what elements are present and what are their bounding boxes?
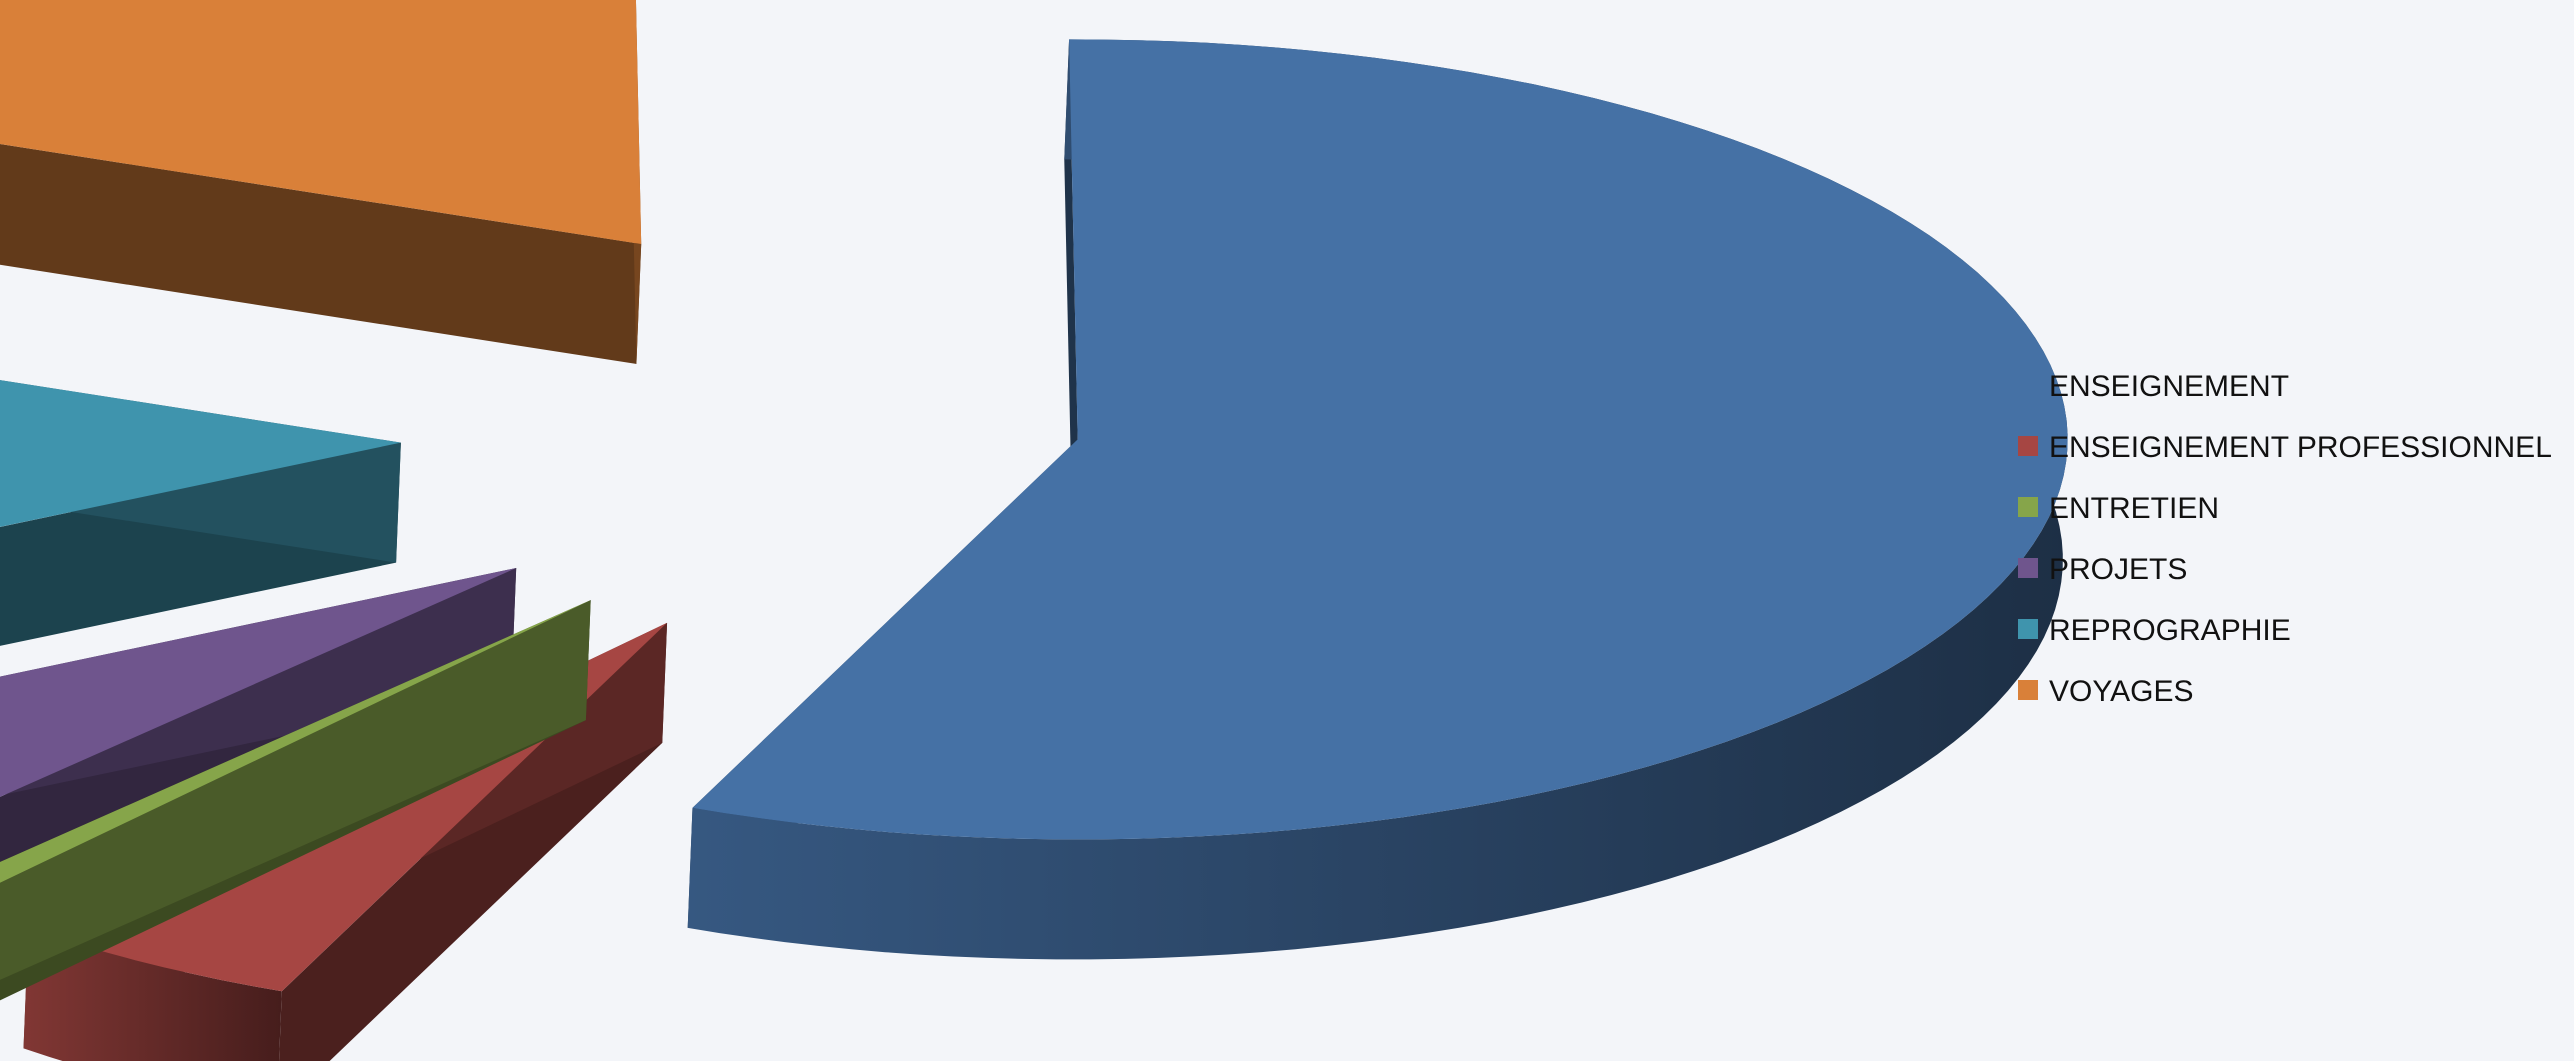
slice-top-face (0, 0, 642, 244)
slice-cut-face (0, 600, 591, 980)
legend-swatch (2018, 558, 2038, 578)
legend-item-projets: PROJETS (2018, 553, 2187, 586)
legend-swatch (2018, 619, 2038, 639)
legend-label: REPROGRAPHIE (2049, 614, 2291, 647)
slice-cut-face (1064, 39, 1078, 560)
legend-item-entretien: ENTRETIEN (2018, 492, 2219, 525)
legend-label: ENTRETIEN (2049, 492, 2219, 525)
legend-label: VOYAGES (2049, 675, 2194, 708)
legend-label: ENSEIGNEMENT PROFESSIONNEL (2049, 431, 2552, 464)
legend-swatch (2018, 497, 2038, 517)
pie-slice-voyages (0, 0, 642, 364)
legend: ENSEIGNEMENT ENSEIGNEMENT PROFESSIONNEL EN… (2018, 370, 2552, 708)
legend-label: ENSEIGNEMENT (2049, 370, 2289, 403)
legend-item-enseignement: ENSEIGNEMENT (2018, 370, 2289, 403)
slice-top-face (0, 568, 517, 797)
pie-slices (0, 0, 2068, 1061)
pie-slice-reprographie (0, 380, 401, 646)
slice-side-wall (23, 928, 282, 1061)
slice-cut-face (0, 144, 642, 364)
legend-item-voyages: VOYAGES (2018, 675, 2194, 708)
legend-swatch (2018, 436, 2038, 456)
slice-side-wall (687, 39, 2068, 960)
legend-swatch (2018, 680, 2038, 700)
legend-item-reprographie: REPROGRAPHIE (2018, 614, 2291, 647)
slice-top-face (0, 380, 401, 527)
legend-swatch (2018, 375, 2038, 395)
slice-top-face (692, 39, 2068, 840)
pie-slice-entretien (0, 600, 591, 1001)
legend-item-enseignement-professionnel: ENSEIGNEMENT PROFESSIONNEL (2018, 431, 2552, 464)
legend-label: PROJETS (2049, 553, 2187, 586)
slice-top-face (0, 600, 591, 883)
pie-slice-enseignement (687, 39, 2068, 960)
